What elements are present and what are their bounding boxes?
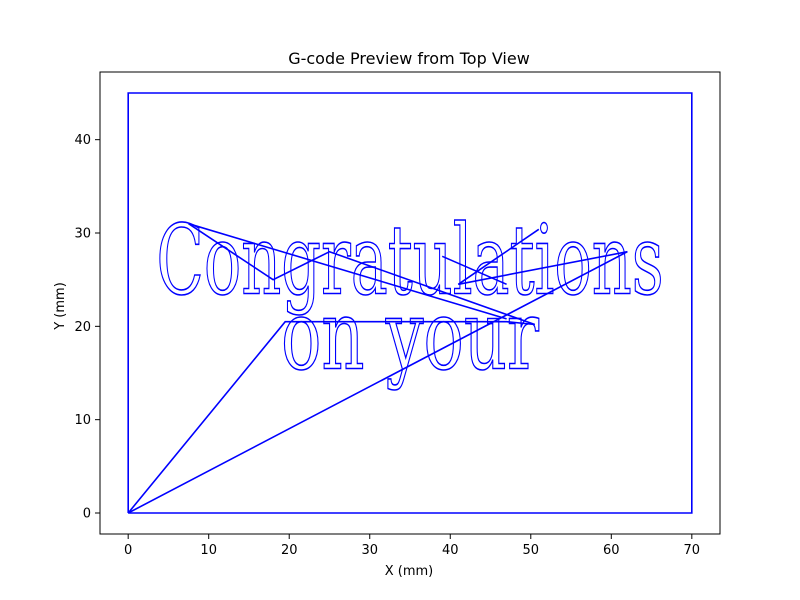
x-axis-label: X (mm) [385,564,434,579]
text-path-1: on your [281,279,539,391]
x-tick-label: 30 [361,543,378,558]
x-tick-label: 10 [200,543,217,558]
y-tick-label: 10 [74,413,91,428]
chart-title: G-code Preview from Top View [288,49,530,68]
travel-path-3 [188,223,536,326]
travel-path-4 [188,222,507,320]
series-layer [127,92,693,514]
border-path [127,92,693,514]
x-tick-label: 40 [442,543,459,558]
text-path-0: Congratulations [156,205,663,317]
travel-path-1 [127,320,535,514]
y-axis-label: Y (mm) [53,282,68,331]
y-tick-label: 40 [74,133,91,148]
y-tick-label: 30 [74,227,91,242]
x-tick-label: 70 [684,543,701,558]
x-axis-ticks: 0 10 20 30 40 50 60 70 [124,534,700,558]
y-tick-label: 0 [83,507,91,522]
y-tick-label: 20 [74,320,91,335]
y-axis-ticks: 0 10 20 30 40 [74,133,100,522]
x-tick-label: 20 [281,543,298,558]
x-tick-label: 60 [603,543,620,558]
travel-path-5 [441,255,507,286]
x-tick-label: 0 [124,543,132,558]
travel-path-2 [127,228,628,514]
x-tick-label: 50 [523,543,540,558]
axes-frame [99,71,721,535]
